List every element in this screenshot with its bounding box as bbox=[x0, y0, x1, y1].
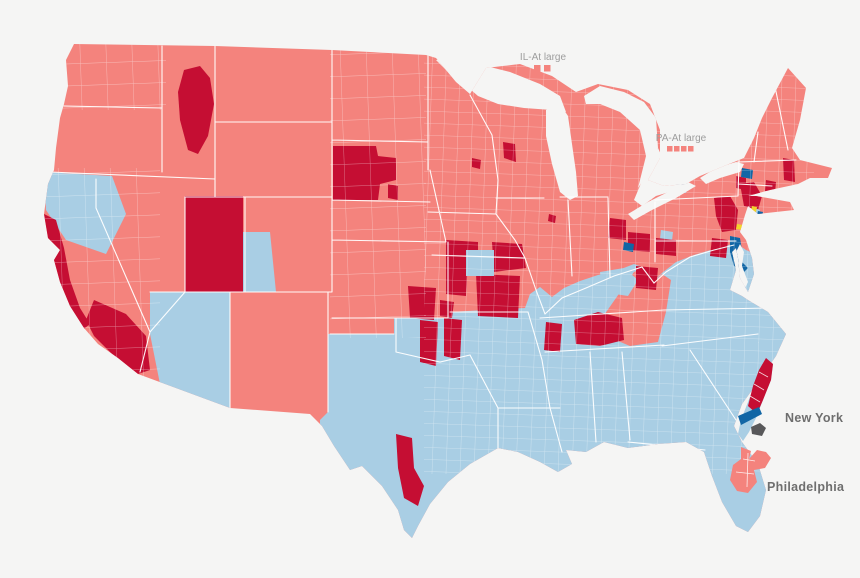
region-idaho-gain bbox=[178, 66, 214, 154]
pa-at-large-seat-4 bbox=[688, 146, 694, 152]
new-york-inset-label: New York bbox=[785, 411, 843, 425]
lake-michigan bbox=[546, 104, 578, 200]
inset-philadelphia-district-lines bbox=[735, 452, 756, 488]
il-at-large-seat-1 bbox=[534, 65, 541, 72]
il-at-large-label: IL-At large bbox=[520, 52, 567, 63]
pa-at-large-seat-3 bbox=[681, 146, 687, 152]
region-nyc-socialist-sliver bbox=[751, 206, 757, 212]
pa-at-large-seat-2 bbox=[674, 146, 680, 152]
inset-new-york bbox=[738, 358, 773, 441]
annotation-il-at-large: IL-At large bbox=[520, 52, 567, 72]
inset-ny-dem-gain-band bbox=[738, 407, 762, 425]
il-at-large-seat-2 bbox=[544, 65, 551, 72]
region-texas-gain-strip bbox=[396, 434, 424, 506]
annotation-pa-at-large: PA-At large bbox=[656, 133, 707, 152]
region-arizona-dem bbox=[150, 292, 230, 408]
district-grid-washington bbox=[62, 44, 166, 110]
inset-ny-district-lines bbox=[749, 371, 769, 403]
philadelphia-inset-label: Philadelphia bbox=[767, 480, 845, 494]
inset-philadelphia-shape bbox=[730, 447, 771, 493]
pa-at-large-seat-1 bbox=[667, 146, 673, 152]
region-philadelphia-socialist-sliver bbox=[736, 224, 743, 230]
lake-huron bbox=[584, 86, 658, 188]
inset-ny-other-blob bbox=[751, 423, 766, 436]
pa-at-large-label: PA-At large bbox=[656, 133, 707, 144]
lake-ontario bbox=[700, 162, 744, 184]
inset-ny-manhattan-gain bbox=[748, 358, 773, 414]
region-utah-gain bbox=[185, 196, 243, 292]
inset-philadelphia bbox=[730, 447, 771, 493]
chesapeake-bay bbox=[736, 244, 748, 290]
district-grid-california bbox=[44, 168, 160, 380]
region-west-colorado-dem bbox=[243, 232, 276, 292]
lake-erie bbox=[628, 182, 696, 220]
state-borders bbox=[49, 45, 797, 453]
district-grid-plains bbox=[330, 46, 426, 338]
